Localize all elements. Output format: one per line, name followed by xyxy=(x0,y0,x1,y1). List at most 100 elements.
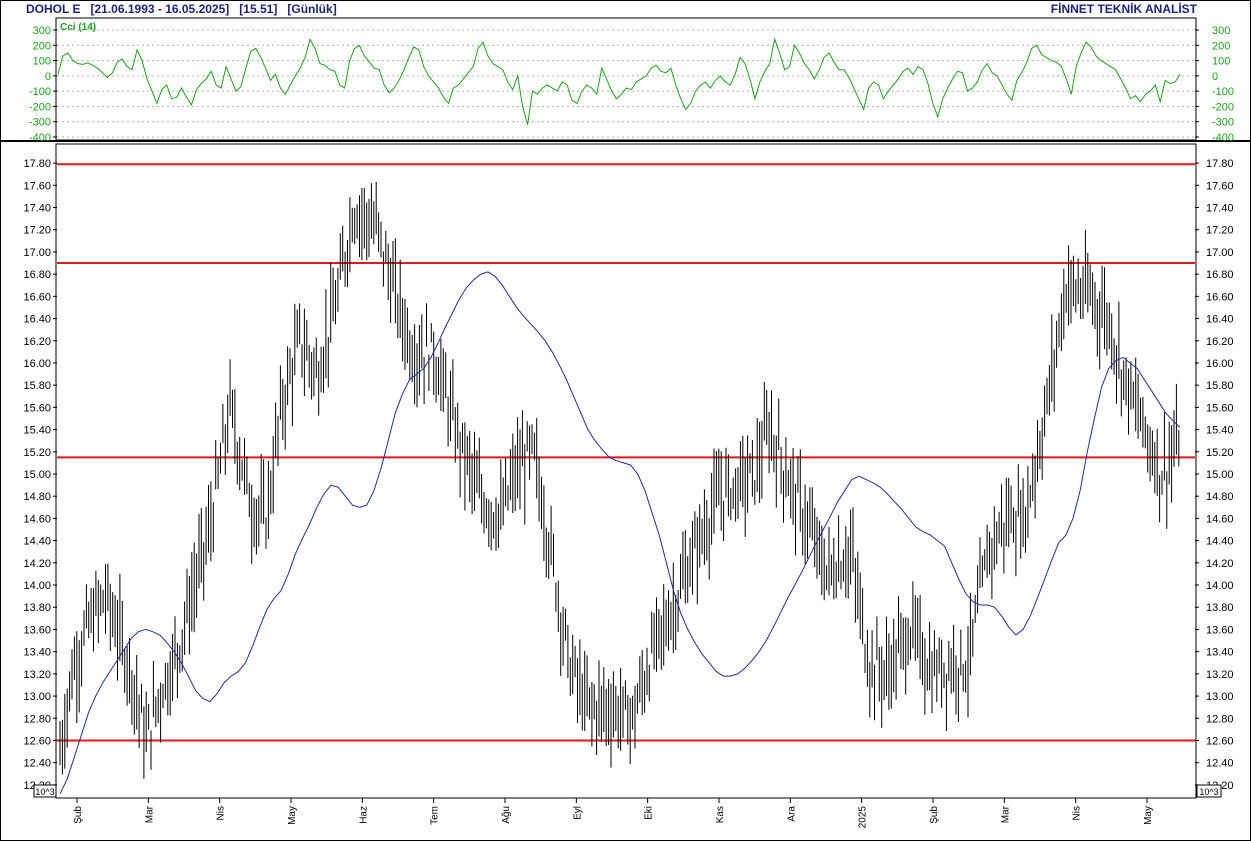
price-tick-label: 15.00 xyxy=(23,469,51,481)
x-month-label: Ağu xyxy=(501,806,512,824)
cci-tick-label: 0 xyxy=(45,71,51,83)
price-tick-label: 17.20 xyxy=(23,225,51,237)
cci-tick-label: -400 xyxy=(1212,132,1234,144)
cci-tick-label: -200 xyxy=(1212,101,1234,113)
price-tick-label: 15.20 xyxy=(1206,447,1234,459)
price-tick-label: 17.60 xyxy=(1206,180,1234,192)
price-tick-label: 15.80 xyxy=(1206,380,1234,392)
cci-line xyxy=(57,37,1181,125)
x-month-label: Nis xyxy=(1072,806,1083,820)
price-tick-label: 14.20 xyxy=(23,558,51,570)
price-tick-label: 16.60 xyxy=(1206,291,1234,303)
price-tick-label: 16.40 xyxy=(23,314,51,326)
price-tick-label: 16.20 xyxy=(1206,336,1234,348)
price-tick-label: 13.20 xyxy=(23,669,51,681)
unit-box-left xyxy=(33,784,57,798)
price-tick-label: 16.00 xyxy=(1206,358,1234,370)
x-month-label: Kas xyxy=(715,806,726,823)
price-tick-label: 16.80 xyxy=(23,269,51,281)
price-tick-label: 12.60 xyxy=(23,735,51,747)
price-tick-label: 13.60 xyxy=(23,624,51,636)
price-y-axis-left: 17.80 17.60 17.40 17.20 17.00 16.80 16.60 16.40… xyxy=(23,158,57,792)
price-panel-frame xyxy=(55,143,1197,799)
price-tick-label: 17.00 xyxy=(1206,247,1234,259)
price-tick-label: 13.20 xyxy=(1206,669,1234,681)
price-tick-label: 14.60 xyxy=(23,513,51,525)
price-tick-label: 14.80 xyxy=(23,491,51,503)
cci-tick-label: 0 xyxy=(1212,71,1218,83)
cci-tick-label: -300 xyxy=(29,117,51,129)
support-resistance-levels xyxy=(57,163,1195,742)
cci-tick-label: 300 xyxy=(1212,25,1230,37)
x-month-label: Eki xyxy=(644,806,655,820)
last-price-label: [15.51] xyxy=(239,2,278,16)
price-tick-label: 15.40 xyxy=(23,425,51,437)
cci-tick-label: 100 xyxy=(1212,56,1230,68)
price-tick-label: 12.60 xyxy=(1206,735,1234,747)
price-tick-label: 12.80 xyxy=(1206,713,1234,725)
price-tick-label: 14.60 xyxy=(1206,513,1234,525)
price-tick-label: 13.00 xyxy=(23,691,51,703)
x-month-label: May xyxy=(287,806,298,825)
price-tick-label: 13.60 xyxy=(1206,624,1234,636)
x-month-label: 2025 xyxy=(858,806,869,829)
symbol-label: DOHOL E xyxy=(26,2,81,16)
cci-title: Cci (14) xyxy=(60,22,96,33)
cci-tick-label: -200 xyxy=(29,101,51,113)
price-tick-label: 15.40 xyxy=(1206,425,1234,437)
period-label: [Günlük] xyxy=(287,2,337,16)
cci-y-axis-right: 300 200 100 0 -100 -200 -300 -400 xyxy=(1195,25,1234,144)
cci-y-axis-left: 300 200 100 0 -100 -200 -300 -400 xyxy=(29,25,57,144)
price-tick-label: 15.60 xyxy=(23,402,51,414)
price-tick-label: 12.40 xyxy=(1206,758,1234,770)
x-month-label: Ara xyxy=(786,806,797,822)
cci-tick-label: -300 xyxy=(1212,117,1234,129)
x-month-label: Mar xyxy=(144,805,155,823)
x-month-label: Haz xyxy=(358,806,369,824)
price-tick-label: 14.40 xyxy=(1206,536,1234,548)
price-tick-label: 14.80 xyxy=(1206,491,1234,503)
price-tick-label: 17.40 xyxy=(23,203,51,215)
price-tick-label: 13.40 xyxy=(23,647,51,659)
x-month-label: Mar xyxy=(1000,805,1011,823)
price-tick-label: 16.60 xyxy=(23,291,51,303)
price-tick-label: 17.60 xyxy=(23,180,51,192)
price-tick-label: 14.00 xyxy=(1206,580,1234,592)
moving-average-line xyxy=(59,271,1181,795)
unit-box-right xyxy=(1196,784,1222,798)
x-month-label: Şub xyxy=(73,806,84,824)
price-tick-label: 17.00 xyxy=(23,247,51,259)
price-tick-label: 14.20 xyxy=(1206,558,1234,570)
price-tick-label: 15.20 xyxy=(23,447,51,459)
provider-label: FİNNET TEKNİK ANALİST xyxy=(1050,2,1197,16)
chart-header-left: DOHOL E [21.06.1993 - 16.05.2025] [15.51… xyxy=(26,2,337,16)
cci-tick-label: 200 xyxy=(33,40,51,52)
price-tick-label: 12.80 xyxy=(23,713,51,725)
price-tick-label: 12.40 xyxy=(23,758,51,770)
price-tick-label: 16.20 xyxy=(23,336,51,348)
date-range-label: [21.06.1993 - 16.05.2025] xyxy=(90,2,230,16)
x-month-label: Nis xyxy=(216,806,227,820)
price-tick-label: 17.80 xyxy=(23,158,51,170)
x-month-label: Tem xyxy=(430,806,441,825)
price-tick-label: 15.00 xyxy=(1206,469,1234,481)
price-tick-label: 16.80 xyxy=(1206,269,1234,281)
x-month-label: May xyxy=(1143,806,1154,825)
price-tick-label: 13.00 xyxy=(1206,691,1234,703)
price-tick-label: 14.00 xyxy=(23,580,51,592)
x-month-label: Şub xyxy=(929,806,940,824)
price-bars xyxy=(59,181,1180,779)
unit-label-right: 10^3 xyxy=(1199,787,1218,797)
price-tick-label: 13.80 xyxy=(23,602,51,614)
cci-tick-label: 200 xyxy=(1212,40,1230,52)
cci-grid xyxy=(57,29,1195,138)
price-tick-label: 17.40 xyxy=(1206,203,1234,215)
cci-tick-label: 100 xyxy=(33,56,51,68)
price-y-axis-right: 17.80 17.60 17.40 17.20 17.00 16.80 16.60 16.40… xyxy=(1195,158,1234,792)
price-tick-label: 15.80 xyxy=(23,380,51,392)
price-tick-label: 17.80 xyxy=(1206,158,1234,170)
cci-tick-label: -100 xyxy=(29,86,51,98)
